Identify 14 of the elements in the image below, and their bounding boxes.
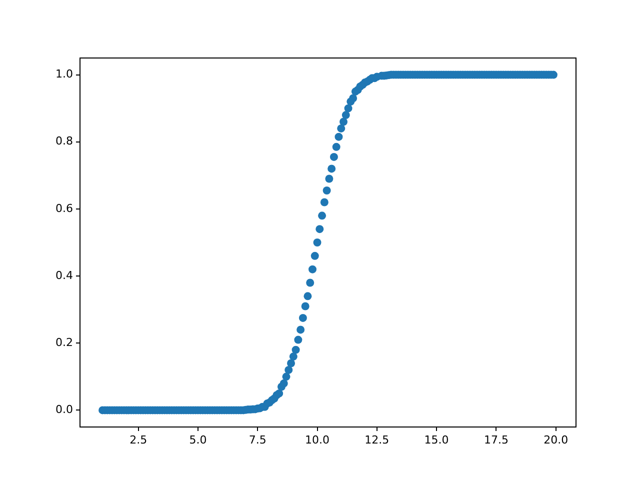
y-tick-label: 0.2 <box>56 336 73 349</box>
y-tick-label: 0.4 <box>56 268 73 282</box>
x-tick-label: 20.0 <box>544 433 568 446</box>
y-tick-label: 1.0 <box>56 68 73 81</box>
x-tick-label: 17.5 <box>484 433 508 446</box>
x-tick-label: 15.0 <box>424 433 449 446</box>
y-tick-label: 0.6 <box>56 202 73 215</box>
x-tick-label: 2.5 <box>130 433 148 446</box>
x-tick-label: 5.0 <box>189 433 207 446</box>
x-tick-label: 12.5 <box>364 433 390 446</box>
y-tick-label: 0.8 <box>56 134 73 148</box>
x-tick-label: 7.5 <box>248 433 266 446</box>
y-tick-label: 0.0 <box>56 403 73 416</box>
x-tick-label: 10.0 <box>305 433 330 446</box>
